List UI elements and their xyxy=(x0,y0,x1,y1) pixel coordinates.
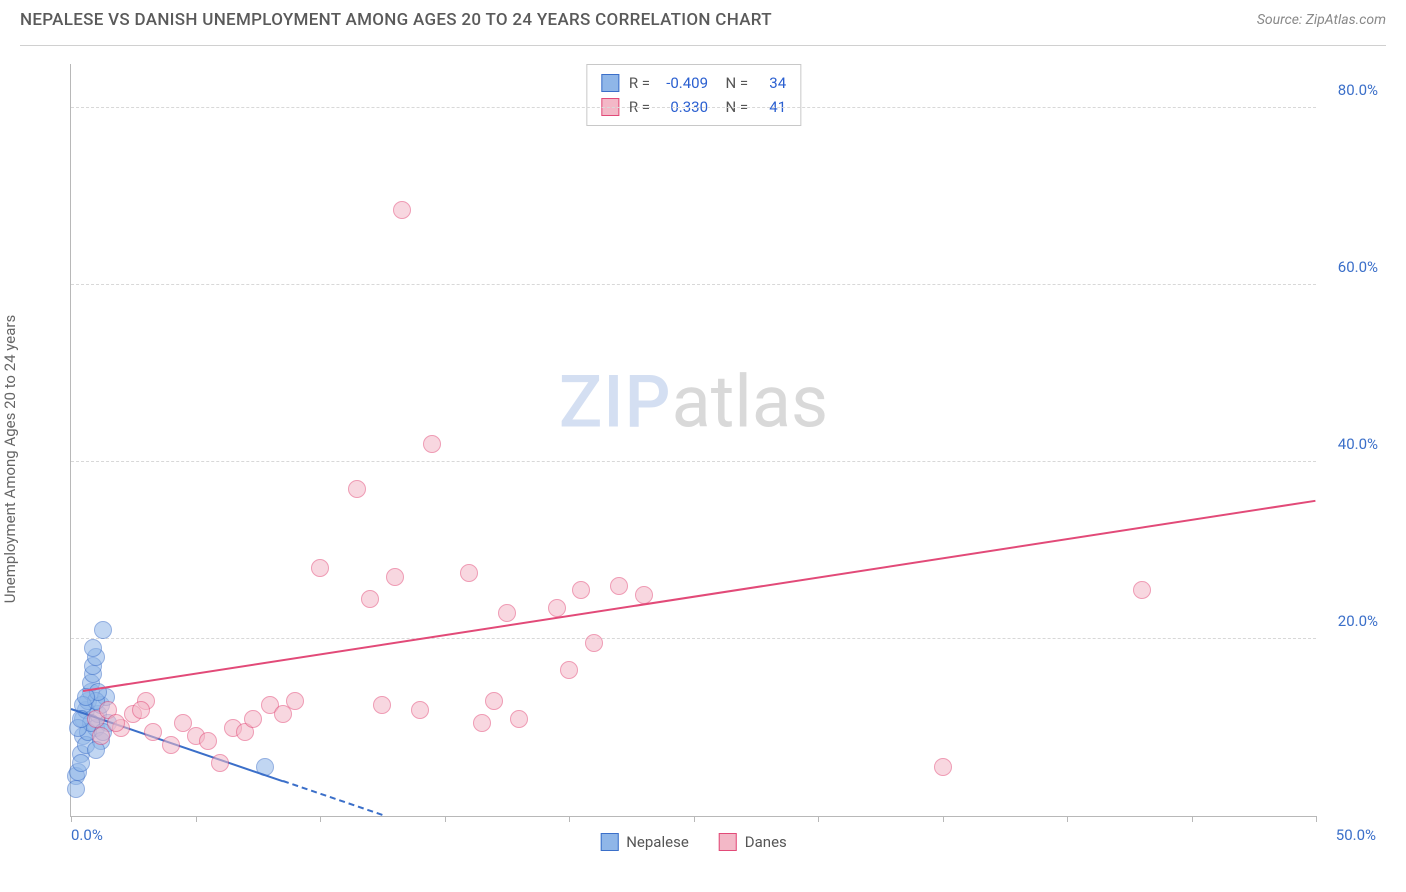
data-point xyxy=(67,780,85,798)
x-tick-label: 50.0% xyxy=(1336,826,1376,844)
stat-r-label: R = xyxy=(629,71,650,95)
x-tick xyxy=(71,816,72,822)
stats-row: R = -0.409 N = 34 xyxy=(601,71,786,95)
data-point xyxy=(393,201,411,219)
y-tick-label: 60.0% xyxy=(1338,258,1378,276)
data-point xyxy=(1133,581,1151,599)
data-point xyxy=(635,586,653,604)
data-point xyxy=(72,754,90,772)
data-point xyxy=(498,604,516,622)
legend-swatch xyxy=(719,833,737,851)
data-point xyxy=(107,714,125,732)
data-point xyxy=(585,634,603,652)
x-tick xyxy=(1067,816,1068,822)
data-point xyxy=(244,710,262,728)
data-point xyxy=(473,714,491,732)
data-point xyxy=(510,710,528,728)
legend-label: Nepalese xyxy=(626,833,689,851)
data-point xyxy=(610,577,628,595)
series-swatch xyxy=(601,74,619,92)
data-point xyxy=(411,701,429,719)
data-point xyxy=(92,727,110,745)
trend-line xyxy=(83,500,1316,692)
data-point xyxy=(311,559,329,577)
source-label: Source: ZipAtlas.com xyxy=(1257,12,1386,28)
x-tick xyxy=(445,816,446,822)
data-point xyxy=(386,568,404,586)
gridline xyxy=(71,638,1316,639)
data-point xyxy=(934,758,952,776)
watermark-bold: ZIP xyxy=(559,360,672,445)
legend-swatch xyxy=(600,833,618,851)
correlation-stats-box: R =-0.409 N =34R =0.330 N =41 xyxy=(586,64,801,126)
x-tick xyxy=(320,816,321,822)
x-tick xyxy=(196,816,197,822)
data-point xyxy=(485,692,503,710)
x-tick xyxy=(569,816,570,822)
data-point xyxy=(211,754,229,772)
chart-title: NEPALESE VS DANISH UNEMPLOYMENT AMONG AG… xyxy=(20,10,772,30)
data-point xyxy=(84,639,102,657)
legend-item: Nepalese xyxy=(600,833,689,851)
x-tick xyxy=(694,816,695,822)
gridline xyxy=(71,461,1316,462)
data-point xyxy=(361,590,379,608)
data-point xyxy=(348,480,366,498)
legend: Nepalese Danes xyxy=(600,833,787,851)
y-tick-label: 80.0% xyxy=(1338,81,1378,99)
data-point xyxy=(423,435,441,453)
data-point xyxy=(460,564,478,582)
data-point xyxy=(144,723,162,741)
y-axis-label: Unemployment Among Ages 20 to 24 years xyxy=(1,315,19,603)
watermark: ZIPatlas xyxy=(559,360,828,445)
data-point xyxy=(132,701,150,719)
x-tick xyxy=(1192,816,1193,822)
data-point xyxy=(373,696,391,714)
x-tick-label: 0.0% xyxy=(71,826,103,844)
data-point xyxy=(94,621,112,639)
data-point xyxy=(572,581,590,599)
x-tick xyxy=(818,816,819,822)
plot-area: ZIPatlas R =-0.409 N =34R =0.330 N =41 N… xyxy=(70,64,1316,817)
stat-r-value: -0.409 xyxy=(660,71,708,95)
y-tick-label: 40.0% xyxy=(1338,435,1378,453)
stat-n-label: N = xyxy=(718,71,748,95)
stat-n-value: 34 xyxy=(758,71,786,95)
gridline xyxy=(71,284,1316,285)
y-tick-label: 20.0% xyxy=(1338,612,1378,630)
data-point xyxy=(162,736,180,754)
legend-item: Danes xyxy=(719,833,787,851)
x-tick xyxy=(943,816,944,822)
x-tick xyxy=(1316,816,1317,822)
data-point xyxy=(560,661,578,679)
gridline xyxy=(71,107,1316,108)
data-point xyxy=(548,599,566,617)
data-point xyxy=(286,692,304,710)
legend-label: Danes xyxy=(745,833,787,851)
watermark-rest: atlas xyxy=(672,360,829,445)
data-point xyxy=(199,732,217,750)
chart-header: NEPALESE VS DANISH UNEMPLOYMENT AMONG AG… xyxy=(0,0,1406,35)
trend-line xyxy=(282,780,382,816)
chart-container: Unemployment Among Ages 20 to 24 years Z… xyxy=(20,45,1386,872)
